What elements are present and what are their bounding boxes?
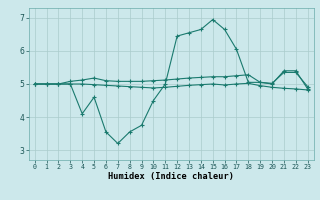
X-axis label: Humidex (Indice chaleur): Humidex (Indice chaleur) [108, 172, 234, 181]
